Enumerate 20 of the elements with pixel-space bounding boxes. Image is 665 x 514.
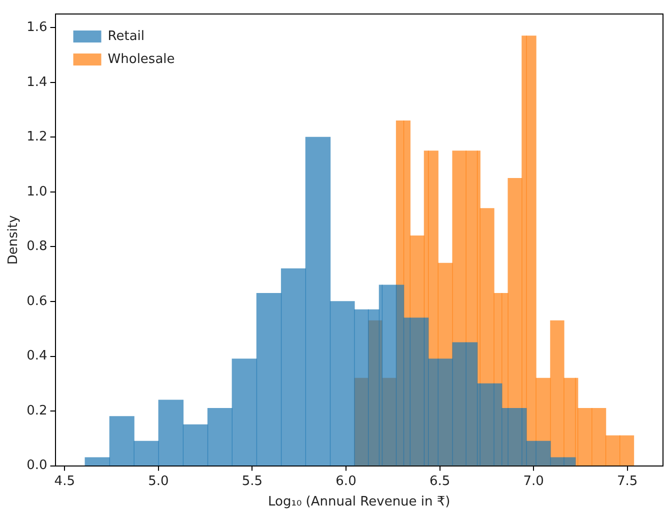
x-tick-label: 7.0 [523,474,544,489]
x-tick-label: 6.5 [429,474,450,489]
x-tick-label: 4.5 [54,474,75,489]
x-tick-label: 7.5 [617,474,638,489]
y-tick-label: 0.2 [26,403,48,418]
y-tick-label: 0.6 [26,294,48,309]
legend-label: Retail [108,28,145,44]
y-tick-label: 1.4 [26,74,48,90]
x-tick-label: 5.0 [148,474,169,489]
y-axis-title: Density [6,214,22,265]
y-tick-label: 1.0 [26,184,48,200]
legend-label: Wholesale [108,52,175,67]
y-tick-label: 0.4 [26,348,48,364]
y-tick-label: 1.2 [26,130,48,145]
x-tick-label: 5.5 [242,474,263,489]
x-tick-label: 6.0 [336,474,356,489]
y-tick-label: 0.0 [26,458,48,474]
y-tick-label: 0.8 [26,239,48,254]
x-axis-title: Log₁₀ (Annual Revenue in ₹) [268,494,450,510]
y-tick-label: 1.6 [26,20,48,36]
